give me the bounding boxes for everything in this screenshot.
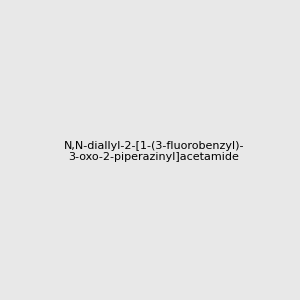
Text: N,N-diallyl-2-[1-(3-fluorobenzyl)-
3-oxo-2-piperazinyl]acetamide: N,N-diallyl-2-[1-(3-fluorobenzyl)- 3-oxo… <box>64 141 244 162</box>
